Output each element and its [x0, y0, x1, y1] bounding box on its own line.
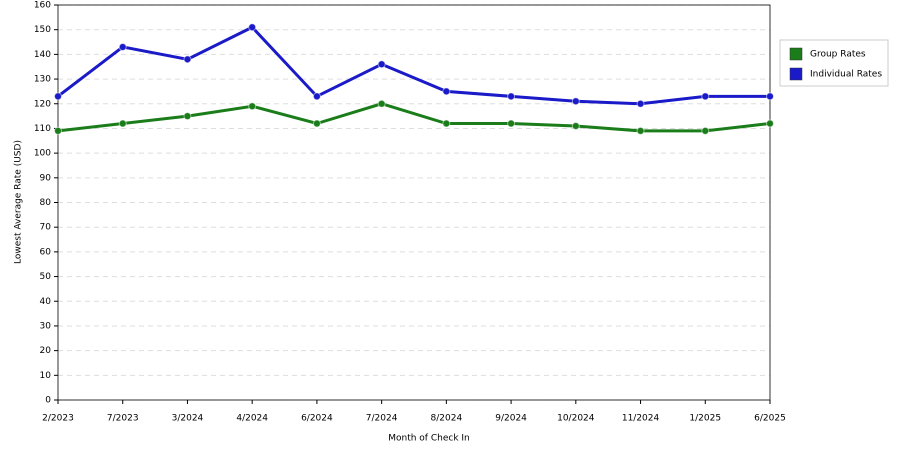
x-tick-label: 1/2025 — [689, 414, 721, 424]
x-tick-label: 11/2024 — [622, 414, 660, 424]
data-point — [54, 92, 62, 101]
data-point — [183, 55, 192, 64]
data-point — [507, 119, 516, 128]
data-point — [766, 119, 774, 128]
y-tick-label: 110 — [34, 124, 51, 134]
data-point — [118, 119, 127, 128]
y-axis-label: Lowest Average Rate (USD) — [14, 140, 24, 264]
y-tick-label: 70 — [40, 223, 52, 233]
x-tick-label: 6/2025 — [754, 414, 786, 424]
legend-swatch — [789, 47, 803, 61]
y-tick-label: 40 — [40, 297, 52, 307]
y-tick-label: 80 — [40, 198, 52, 208]
x-tick-label: 3/2024 — [172, 414, 204, 424]
y-tick-label: 50 — [40, 272, 52, 282]
series-line — [57, 102, 771, 133]
x-tick-label: 4/2024 — [236, 414, 268, 424]
y-tick-label: 160 — [34, 1, 51, 11]
y-tick-label: 150 — [34, 25, 51, 35]
data-point — [442, 119, 451, 128]
data-point — [183, 112, 192, 121]
data-point — [701, 92, 710, 101]
data-point — [571, 121, 580, 130]
series-line — [57, 25, 770, 106]
data-point — [54, 126, 62, 135]
data-point — [571, 97, 580, 106]
x-tick-label: 7/2024 — [366, 414, 398, 424]
data-point — [248, 102, 257, 111]
y-tick-label: 100 — [34, 149, 51, 159]
x-tick-label: 9/2024 — [495, 414, 527, 424]
y-tick-label: 130 — [34, 75, 51, 85]
legend-label: Individual Rates — [810, 70, 882, 80]
y-tick-label: 30 — [40, 321, 52, 331]
y-tick-label: 20 — [40, 346, 52, 356]
x-tick-label: 10/2024 — [557, 414, 595, 424]
y-tick-label: 10 — [40, 371, 52, 381]
y-tick-label: 0 — [45, 396, 51, 406]
data-point — [377, 60, 386, 69]
x-tick-label: 6/2024 — [301, 414, 333, 424]
x-axis-label: Month of Check In — [388, 434, 470, 444]
x-tick-label: 2/2023 — [42, 414, 74, 424]
data-point — [442, 87, 451, 96]
data-point — [248, 23, 257, 32]
x-tick-label: 7/2023 — [107, 414, 139, 424]
data-point — [636, 126, 645, 135]
data-point — [766, 92, 774, 101]
plot-border — [57, 4, 771, 401]
data-point — [507, 92, 516, 101]
y-tick-label: 60 — [40, 247, 52, 257]
y-tick-label: 140 — [34, 50, 51, 60]
data-point — [377, 99, 386, 108]
legend-label: Group Rates — [810, 50, 866, 60]
data-point — [636, 99, 645, 108]
y-tick-label: 120 — [34, 99, 51, 109]
data-point — [118, 42, 127, 51]
data-point — [312, 92, 321, 101]
data-point — [701, 126, 710, 135]
y-tick-label: 90 — [40, 173, 52, 183]
legend-swatch — [789, 67, 803, 81]
x-tick-label: 8/2024 — [431, 414, 463, 424]
data-point — [312, 119, 321, 128]
